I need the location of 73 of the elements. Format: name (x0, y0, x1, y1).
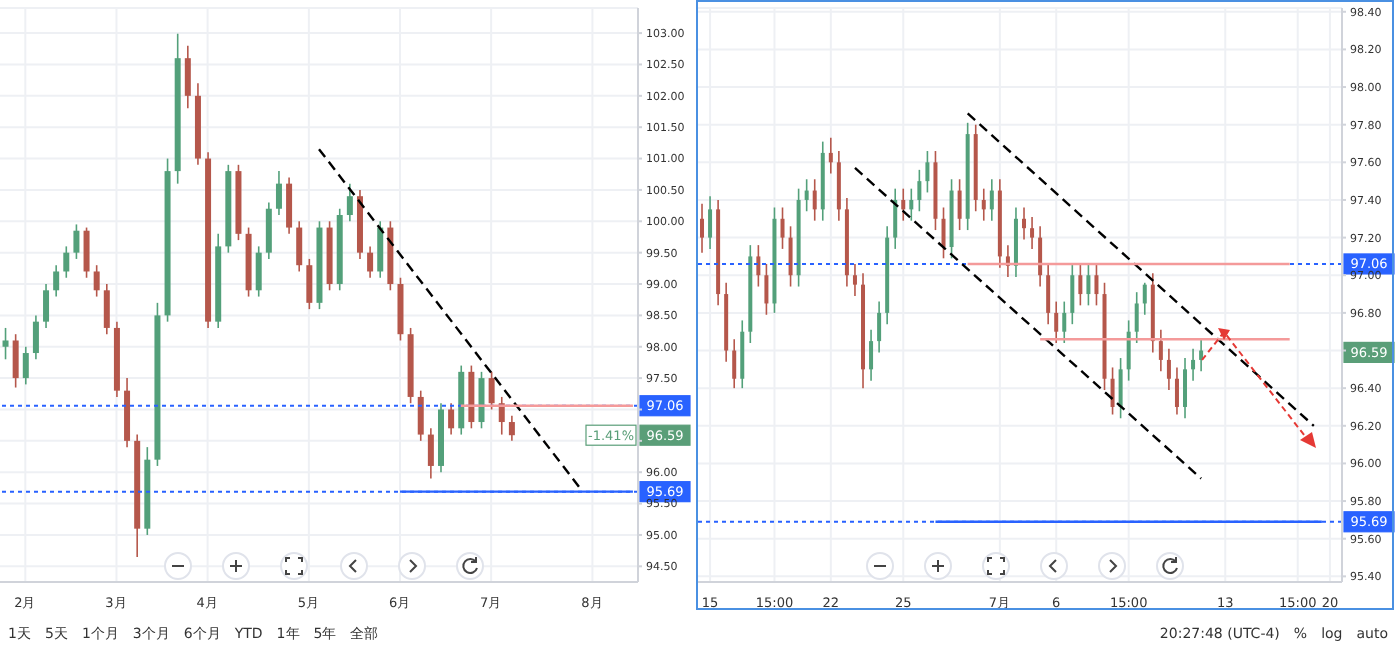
candlestick (1183, 357, 1188, 420)
candlestick (367, 245, 374, 279)
candlestick (1191, 347, 1196, 382)
candlestick (1110, 366, 1115, 416)
candlestick (756, 244, 761, 288)
candlestick (1070, 263, 1075, 325)
candlestick (83, 226, 90, 279)
candlestick (941, 206, 946, 260)
candlestick (427, 427, 434, 480)
candlestick (1126, 319, 1131, 382)
candlestick (265, 201, 272, 260)
candlestick (417, 389, 424, 442)
candlestick (780, 206, 785, 250)
candlestick (732, 338, 737, 389)
candlestick (981, 187, 986, 222)
candlestick (1166, 347, 1171, 391)
candlestick (296, 220, 303, 273)
candlestick (989, 178, 994, 222)
candlestick (836, 150, 841, 222)
candlestick (893, 187, 898, 250)
candlestick (255, 245, 262, 298)
candlestick (22, 345, 29, 386)
candlestick (346, 182, 353, 223)
candlestick (275, 170, 282, 216)
candlestick (1054, 300, 1059, 344)
candlestick (812, 178, 817, 222)
candlestick (917, 169, 922, 213)
candlestick (184, 44, 191, 110)
candlestick (804, 178, 809, 213)
candlestick (1030, 216, 1035, 250)
candlestick (1022, 206, 1027, 241)
candlestick (740, 319, 745, 389)
candlestick (12, 333, 19, 389)
candlestick (1134, 291, 1139, 344)
candlestick (488, 371, 495, 411)
candlestick (1038, 225, 1043, 288)
candlestick (1046, 263, 1051, 325)
candlestick (957, 178, 962, 231)
candlestick (1094, 263, 1099, 307)
candlestick (925, 150, 930, 194)
candlestick (1142, 281, 1147, 316)
candlestick (2, 327, 9, 361)
candlestick (1118, 357, 1123, 420)
candlestick (286, 176, 293, 235)
candlestick (1062, 300, 1067, 344)
candlestick (103, 283, 110, 336)
candlestick (306, 258, 313, 310)
candlestick (708, 195, 713, 250)
candlestick (828, 137, 833, 175)
candlestick (869, 329, 874, 382)
candlestick (93, 264, 100, 298)
candlestick (764, 263, 769, 316)
candlestick (1158, 329, 1163, 373)
candlestick (43, 283, 50, 329)
candlestick (700, 202, 705, 254)
candlestick (877, 300, 882, 354)
candlestick (498, 396, 505, 436)
candlestick (478, 371, 485, 430)
candlestick (1086, 263, 1091, 307)
candlestick (377, 220, 384, 279)
candlestick (852, 263, 857, 297)
candlestick (63, 245, 70, 279)
candlestick (32, 314, 39, 361)
candlestick (73, 223, 80, 260)
candlestick (508, 414, 515, 442)
candlestick (901, 187, 906, 222)
candlestick (788, 225, 793, 288)
candlestick (53, 264, 60, 298)
candlestick (1013, 206, 1018, 278)
candlestick (448, 402, 455, 436)
candlestick (909, 187, 914, 222)
candlestick (1174, 366, 1179, 416)
candlestick (1078, 263, 1083, 307)
